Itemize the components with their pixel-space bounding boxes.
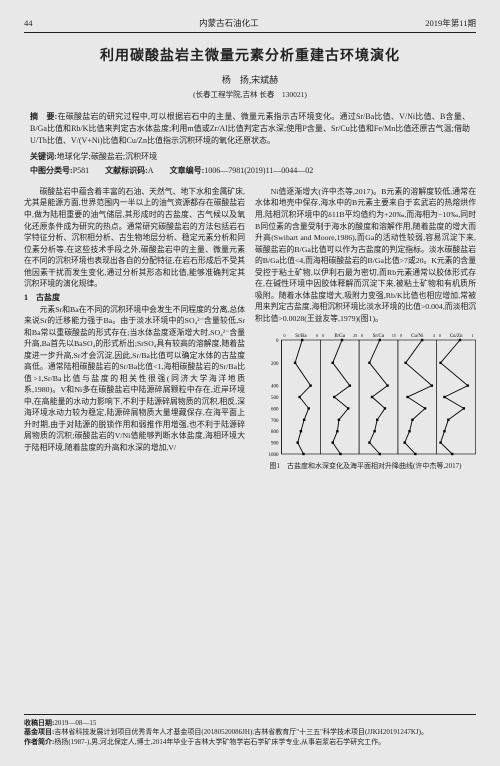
svg-text:1: 1 (472, 333, 474, 338)
svg-text:B/Ga: B/Ga (334, 334, 345, 339)
svg-text:700: 700 (271, 419, 279, 424)
section-heading: 1 古盐度 (24, 292, 245, 304)
footer-block: 收稿日期:2019—08—15 基金项目:吉林省科技发展计划项目优秀青年人才基金… (24, 714, 476, 748)
svg-text:0: 0 (284, 333, 286, 338)
classification-block: 中图分类号:P581 文献标识码:A 文章编号:1006—7981(2019)1… (24, 165, 476, 176)
article-title: 利用碳酸盐岩主微量元素分析重建古环境演化 (24, 47, 476, 67)
figure-caption: 图1 古盐度和水深变化及海平面相对升降曲线(许中杰等,2017) (255, 461, 476, 471)
svg-text:200: 200 (271, 362, 279, 367)
doc-code: 文献标识码:A (105, 165, 153, 176)
page-number: 44 (24, 18, 33, 30)
issue-info: 2019年第11期 (425, 18, 476, 30)
received-date: 收稿日期:2019—08—15 (24, 719, 476, 729)
svg-text:600: 600 (271, 408, 279, 413)
svg-text:25: 25 (353, 333, 357, 338)
right-column: Ni值逐渐增大(许中杰等,2017)。B元素的溶解度较低,通常在水体和地壳中保存… (255, 186, 476, 472)
article-id: 文章编号:1006—7981(2019)11—0044—02 (170, 165, 314, 176)
paragraph: 元素Sr和Ba在不同的沉积环境中会发生不同程度的分离,总体来说Sr的迁移能力强于… (24, 304, 245, 454)
svg-text:500: 500 (271, 396, 279, 401)
svg-text:0: 0 (439, 333, 441, 338)
fund-info: 基金项目:吉林省科技发展计划项目优秀青年人才基金项目(20180520086JH… (24, 728, 476, 738)
figure-1-chart: 02004005006007008009001000Sr/Ba06B/Ga025… (255, 328, 476, 458)
abstract-text: 在碳酸盐岩的研究过程中,可以根据岩石中的主量、微量元素指示古环境变化。通过Sr/… (30, 112, 470, 145)
svg-text:6: 6 (316, 333, 318, 338)
abstract-label: 摘 要: (30, 112, 57, 121)
svg-text:0: 0 (322, 333, 324, 338)
svg-text:800: 800 (271, 431, 279, 436)
svg-text:900: 900 (271, 442, 279, 447)
paragraph: 碳酸盐岩中蕴含着丰富的石油、天然气、地下水和金属矿床,尤其是能源方面,世界范围内… (24, 186, 245, 290)
keywords-text: 地球化学;碳酸盐岩;沉积环境 (57, 152, 157, 161)
svg-text:400: 400 (271, 385, 279, 390)
keywords-block: 关键词:地球化学;碳酸盐岩;沉积环境 (24, 151, 476, 162)
svg-text:Cu/Zn: Cu/Zn (450, 334, 463, 339)
keywords-label: 关键词: (30, 152, 57, 161)
abstract-block: 摘 要:在碳酸盐岩的研究过程中,可以根据岩石中的主量、微量元素指示古环境变化。通… (24, 111, 476, 147)
svg-text:Sr/Cu: Sr/Cu (373, 334, 385, 339)
svg-text:0: 0 (276, 339, 279, 344)
svg-text:4: 4 (433, 333, 435, 338)
paragraph: Ni值逐渐增大(许中杰等,2017)。B元素的溶解度较低,通常在水体和地壳中保存… (255, 186, 476, 324)
authors: 杨 扬,宋斌赫 (24, 74, 476, 87)
svg-text:1000: 1000 (269, 453, 280, 458)
svg-text:Sr/Ba: Sr/Ba (295, 334, 307, 339)
affiliation: (长春工程学院,吉林 长春 130021) (24, 90, 476, 101)
svg-text:Cu/Ni: Cu/Ni (411, 334, 424, 339)
journal-name: 内蒙古石油化工 (199, 18, 259, 30)
svg-text:15: 15 (392, 333, 396, 338)
left-column: 碳酸盐岩中蕴含着丰富的石油、天然气、地下水和金属矿床,尤其是能源方面,世界范围内… (24, 186, 245, 472)
svg-text:0: 0 (361, 333, 363, 338)
author-bio: 作者简介:杨扬(1987-),男,河北保定人,博士,2014年毕业于吉林大学矿物… (24, 738, 476, 748)
body-columns: 碳酸盐岩中蕴含着丰富的石油、天然气、地下水和金属矿床,尤其是能源方面,世界范围内… (24, 186, 476, 472)
clc: 中图分类号:P581 (30, 165, 89, 176)
running-header: 44 内蒙古石油化工 2019年第11期 (24, 18, 476, 33)
svg-text:0: 0 (400, 333, 402, 338)
